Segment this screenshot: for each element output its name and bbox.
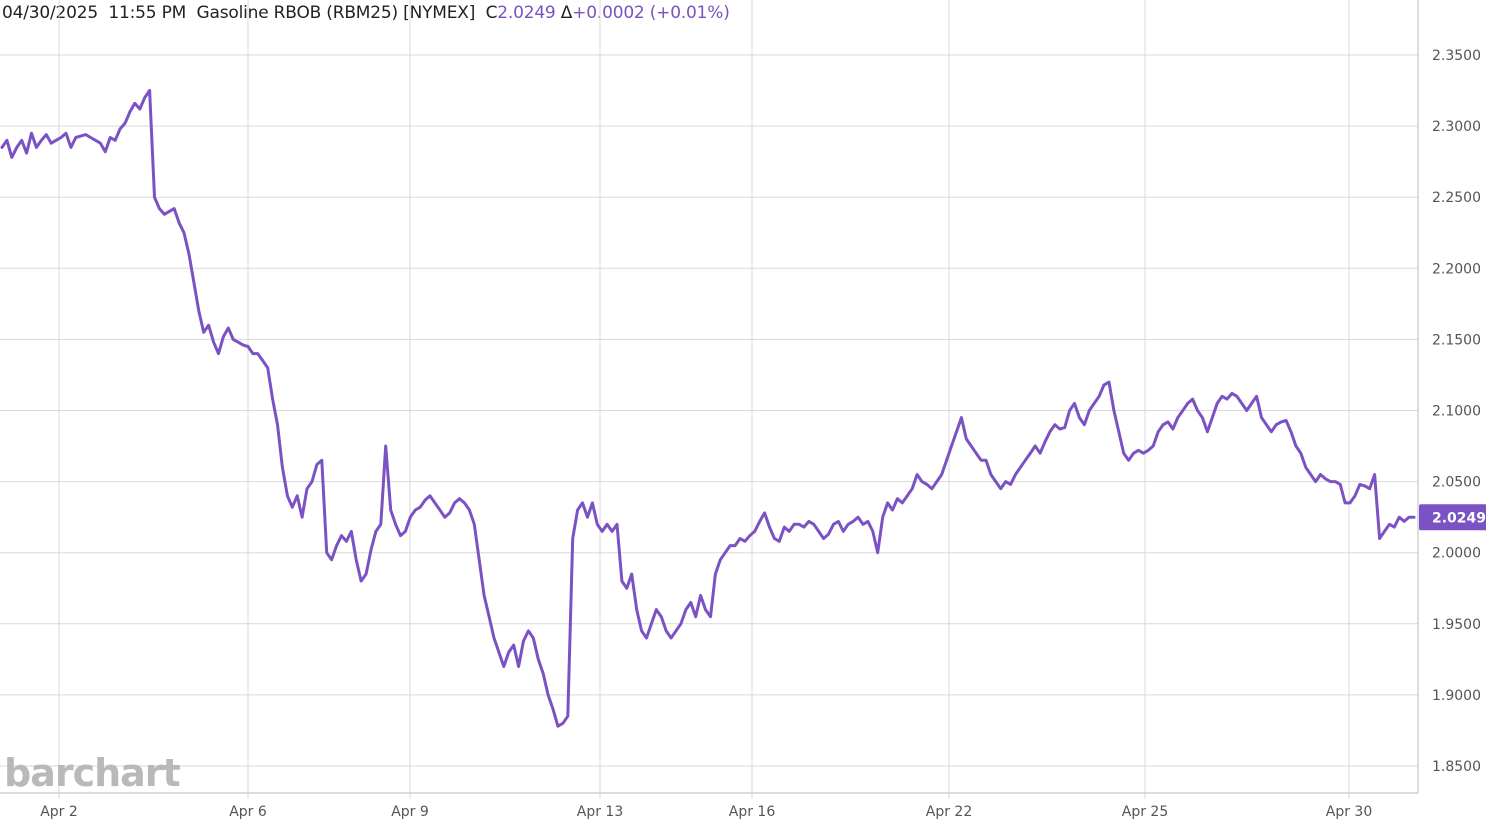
y-tick-label: 2.0500 [1432,475,1481,491]
header-change-prefix: Δ [560,3,573,23]
last-price-tag-bg [1419,504,1486,531]
x-axis: Apr 2 Apr 6 Apr 9 Apr 13 Apr 16 Apr 22 Apr 25 A… [40,804,1372,820]
y-tick-label: 1.9500 [1432,617,1481,633]
x-tick-label: Apr 22 [926,804,972,820]
header-close-prefix: C [485,3,498,23]
header-time: 11:55 PM [108,3,187,23]
last-price-tag: 2.0249 [1419,504,1486,531]
y-tick-label: 2.0000 [1432,546,1481,562]
header-date: 04/30/2025 [2,3,98,23]
header-instrument: Gasoline RBOB (RBM25) [NYMEX] [196,3,476,23]
series-group [0,89,1416,728]
y-tick-label: 2.3000 [1432,119,1481,135]
x-tick-label: Apr 30 [1326,804,1372,820]
x-tick-label: Apr 2 [40,804,78,820]
y-tick-label: 2.1500 [1432,332,1481,348]
x-tick-label: Apr 6 [229,804,267,820]
x-tick-label: Apr 25 [1122,804,1168,820]
header-change-value: +0.0002 (+0.01%) [572,3,730,23]
y-tick-label: 2.2000 [1432,261,1481,277]
y-tick-label: 2.2500 [1432,190,1481,206]
x-tick-label: Apr 13 [577,804,623,820]
y-tick-label: 2.3500 [1432,48,1481,64]
y-tick-label: 1.8500 [1432,759,1481,775]
chart-header: 04/30/2025 11:55 PM Gasoline RBOB (RBM25… [2,3,730,23]
x-tick-label: Apr 16 [729,804,776,820]
y-tick-label: 2.1000 [1432,404,1481,420]
y-tick-label: 1.9000 [1432,688,1481,704]
watermark-logo: barchart [4,751,181,795]
last-price-label: 2.0249 [1432,510,1486,526]
price-line [0,89,1416,728]
x-tick-label: Apr 9 [391,804,429,820]
header-close-value: 2.0249 [497,3,556,23]
grid-lines [0,0,1419,799]
y-axis: 2.3500 2.3000 2.2500 2.2000 2.1500 2.1000 2.05… [1432,48,1481,775]
